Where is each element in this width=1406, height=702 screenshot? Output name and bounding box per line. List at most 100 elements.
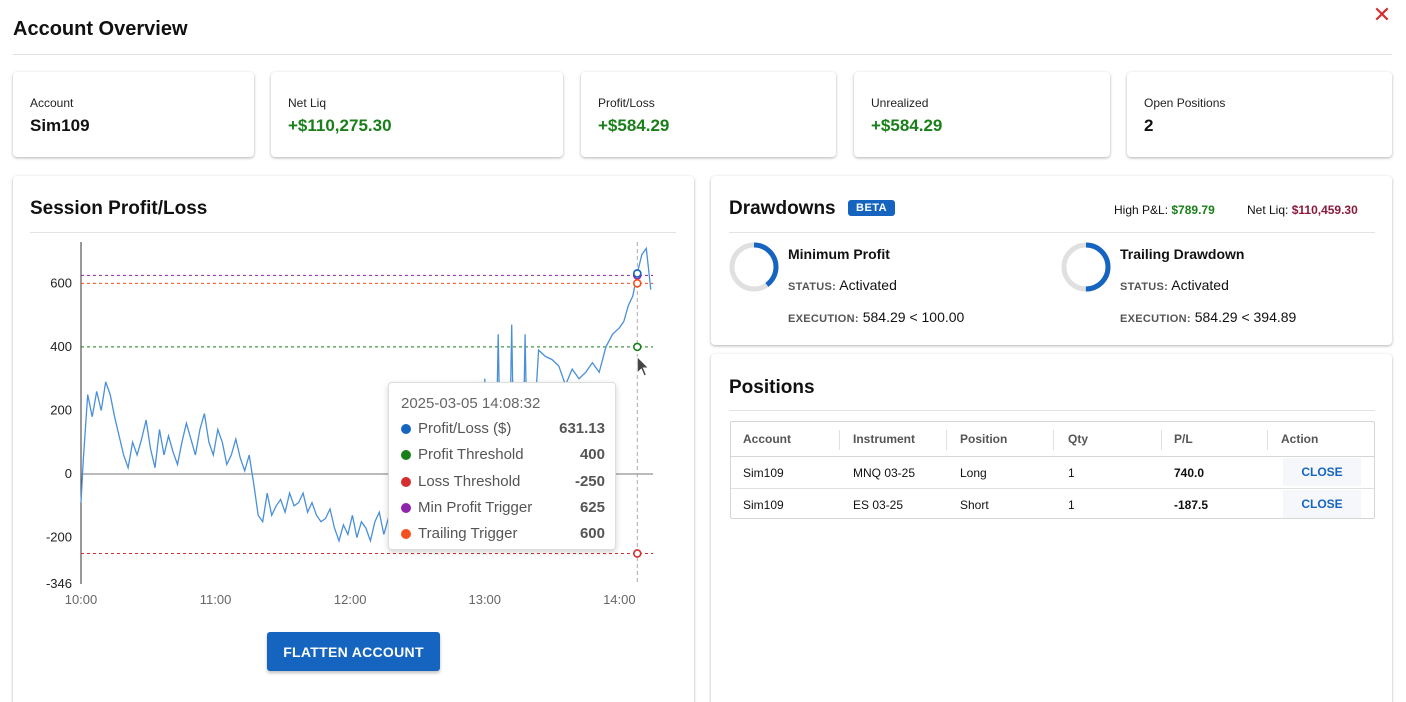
- stat-value: Sim109: [30, 116, 90, 135]
- drawdown-status: STATUS: Activated: [788, 277, 897, 293]
- column-header-qty[interactable]: Qty: [1068, 432, 1089, 446]
- tooltip-value: 625: [579, 499, 605, 516]
- tooltip-row-min-profit-trigger: Min Profit Trigger 625: [401, 498, 605, 518]
- column-header-account[interactable]: Account: [743, 432, 791, 446]
- drawdown-name: Trailing Drawdown: [1120, 246, 1245, 262]
- tooltip-label: Trailing Trigger: [418, 525, 518, 542]
- ring-fill: [729, 242, 779, 292]
- flatten-account-button[interactable]: FLATTEN ACCOUNT: [267, 632, 440, 671]
- tooltip-label: Profit/Loss ($): [418, 420, 512, 437]
- cell-account: Sim109: [743, 466, 784, 480]
- cell-qty: 1: [1068, 498, 1075, 512]
- execution-key: EXECUTION:: [1120, 313, 1191, 325]
- y-tick-label: -346: [46, 576, 72, 591]
- column-header-pl[interactable]: P/L: [1174, 432, 1193, 446]
- high-pl-stat: High P&L: $789.79: [1114, 203, 1215, 217]
- hover-marker: [632, 269, 642, 278]
- column-separator: [1267, 430, 1268, 450]
- x-tick-label: 10:00: [65, 592, 98, 607]
- netliq-value: $110,459.30: [1291, 203, 1358, 217]
- drawdown-status: STATUS: Activated: [1120, 277, 1229, 293]
- drawdown-execution: EXECUTION: 584.29 < 394.89: [1120, 309, 1296, 325]
- stat-label: Profit/Loss: [598, 96, 655, 110]
- tooltip-value: -250: [574, 473, 605, 490]
- table-row: Sim109 MNQ 03-25 Long 1 740.0 CLOSE: [731, 457, 1374, 488]
- ring-fill: [1061, 242, 1111, 292]
- tooltip-value: 600: [579, 525, 605, 542]
- drawdown-execution: EXECUTION: 584.29 < 100.00: [788, 309, 964, 325]
- netliq-label: Net Liq:: [1247, 203, 1289, 217]
- positions-divider: [729, 410, 1375, 411]
- stat-label: Net Liq: [288, 96, 327, 110]
- drawdowns-divider: [729, 232, 1375, 233]
- stat-value: +$110,275.30: [288, 116, 392, 135]
- column-separator: [839, 430, 840, 450]
- y-tick-label: 400: [50, 339, 72, 354]
- y-tick-label: 0: [65, 466, 72, 481]
- y-tick-label: 600: [50, 275, 72, 290]
- stat-card-open-positions: Open Positions 2: [1127, 72, 1392, 157]
- stat-label: Open Positions: [1144, 96, 1226, 110]
- close-position-button[interactable]: CLOSE: [1283, 490, 1361, 518]
- stat-card-profit-loss: Profit/Loss +$584.29: [581, 72, 836, 157]
- close-position-button[interactable]: CLOSE: [1283, 458, 1361, 486]
- stat-card-account: Account Sim109: [13, 72, 254, 157]
- minimum-profit-progress-ring: [729, 242, 779, 292]
- netliq-stat: Net Liq: $110,459.30: [1247, 203, 1358, 217]
- column-separator: [1053, 430, 1054, 450]
- x-tick-label: 12:00: [334, 592, 367, 607]
- y-tick-label: 200: [50, 402, 72, 417]
- cell-instrument: ES 03-25: [853, 498, 904, 512]
- cell-pl: -187.5: [1174, 498, 1209, 512]
- y-tick-label: -200: [46, 530, 72, 545]
- stat-card-unrealized: Unrealized +$584.29: [854, 72, 1110, 157]
- stat-card-net-liq: Net Liq +$110,275.30: [271, 72, 563, 157]
- cell-qty: 1: [1068, 466, 1075, 480]
- tooltip-row-pl: Profit/Loss ($) 631.13: [401, 419, 605, 439]
- high-pl-value: $789.79: [1171, 203, 1215, 217]
- status-key: STATUS:: [788, 281, 837, 293]
- column-header-instrument[interactable]: Instrument: [853, 432, 916, 446]
- positions-table: Account Instrument Position Qty P/L Acti…: [730, 421, 1375, 519]
- drawdowns-panel: [711, 176, 1392, 345]
- series-dot-icon: [401, 424, 411, 434]
- positions-title: Positions: [729, 377, 815, 398]
- tooltip-value: 400: [579, 446, 605, 463]
- column-header-position[interactable]: Position: [960, 432, 1008, 446]
- beta-badge: BETA: [848, 200, 896, 216]
- cell-position: Short: [960, 498, 989, 512]
- tooltip-row-profit-threshold: Profit Threshold 400: [401, 445, 605, 465]
- column-header-action[interactable]: Action: [1281, 432, 1319, 446]
- session-divider: [30, 232, 676, 233]
- execution-key: EXECUTION:: [788, 313, 859, 325]
- chart-tooltip: 2025-03-05 14:08:32 Profit/Loss ($) 631.…: [388, 382, 616, 550]
- status-value: Activated: [1171, 277, 1229, 293]
- mouse-pointer-icon: [636, 355, 650, 377]
- tooltip-timestamp: 2025-03-05 14:08:32: [401, 395, 541, 412]
- close-icon[interactable]: ✕: [1372, 2, 1392, 27]
- stat-value: +$584.29: [871, 116, 943, 135]
- page-title: Account Overview: [13, 18, 188, 40]
- tooltip-label: Loss Threshold: [418, 473, 521, 490]
- stat-value: +$584.29: [598, 116, 670, 135]
- execution-value: 584.29 < 100.00: [862, 309, 965, 325]
- stat-label: Account: [30, 96, 74, 110]
- title-divider: [13, 54, 1392, 55]
- x-tick-label: 13:00: [468, 592, 501, 607]
- tooltip-label: Profit Threshold: [418, 446, 524, 463]
- session-title: Session Profit/Loss: [30, 198, 208, 219]
- cell-instrument: MNQ 03-25: [853, 466, 916, 480]
- hover-marker: [632, 342, 642, 352]
- positions-panel: [711, 354, 1392, 702]
- table-row: Sim109 ES 03-25 Short 1 -187.5 CLOSE: [731, 488, 1374, 519]
- status-value: Activated: [839, 277, 897, 293]
- x-tick-label: 11:00: [200, 592, 232, 607]
- column-separator: [946, 430, 947, 450]
- high-pl-label: High P&L:: [1114, 203, 1169, 217]
- execution-value: 584.29 < 394.89: [1194, 309, 1297, 325]
- cell-pl: 740.0: [1174, 466, 1205, 480]
- tooltip-row-loss-threshold: Loss Threshold -250: [401, 472, 605, 492]
- tooltip-label: Min Profit Trigger: [418, 499, 533, 516]
- hover-marker: [632, 549, 642, 558]
- column-separator: [1161, 430, 1162, 450]
